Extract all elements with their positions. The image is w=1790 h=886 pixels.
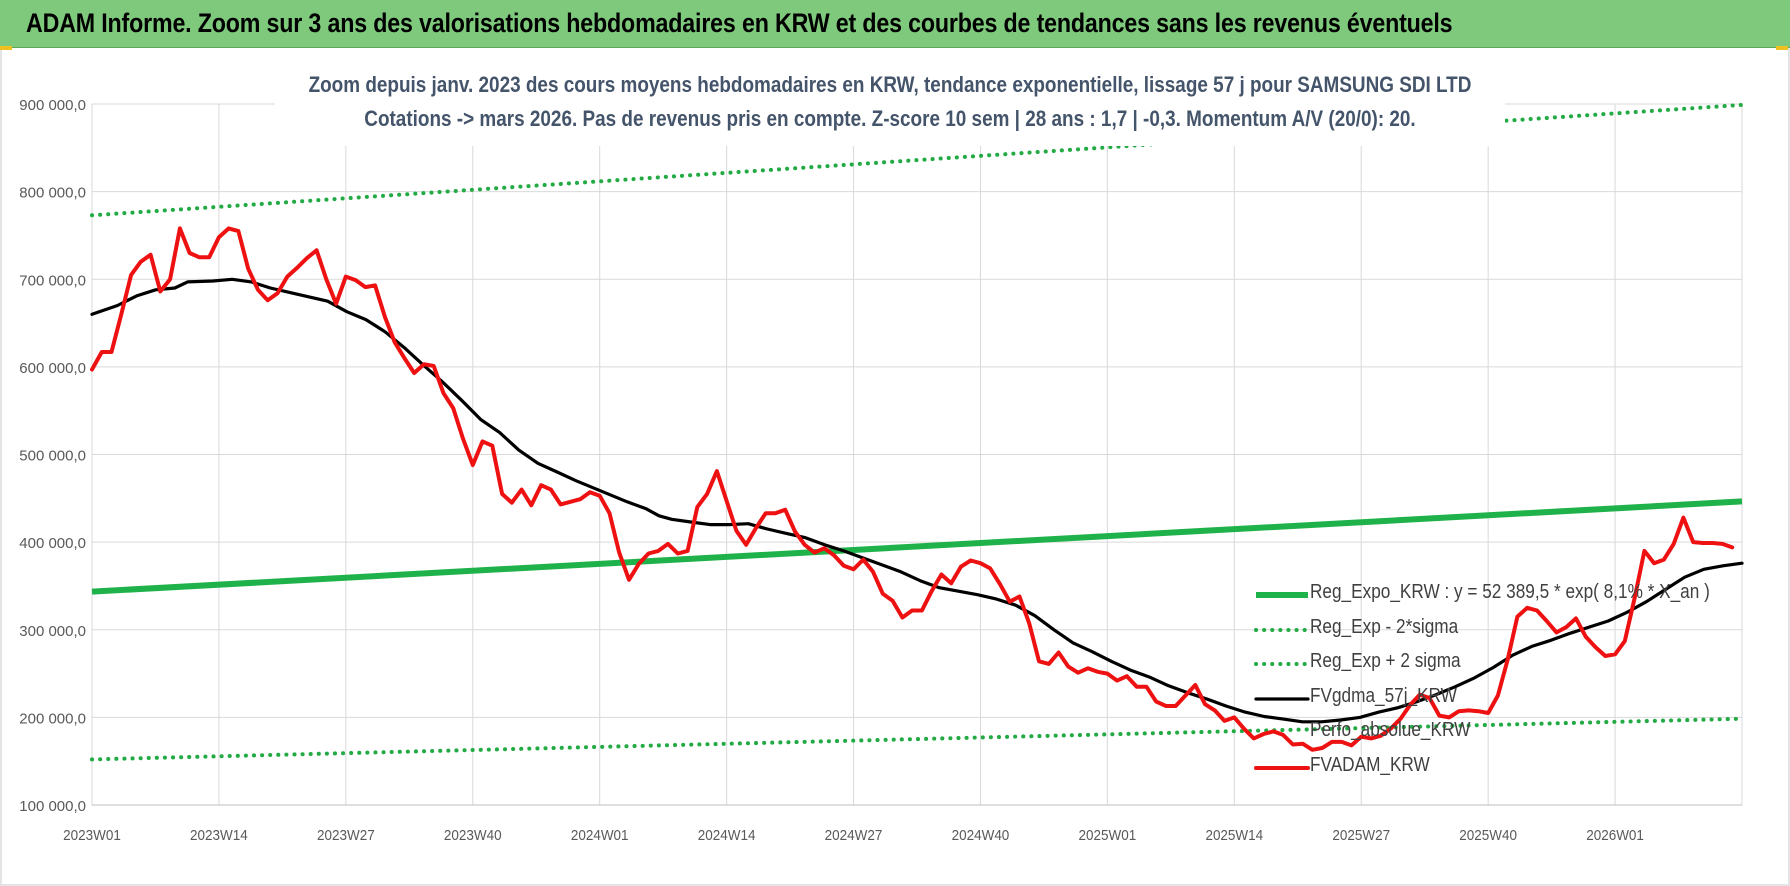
legend-label: Perfo_absolue_KRW [1310,719,1471,741]
legend-item: FVgdma_57j_KRW [1250,682,1770,717]
legend-label: FVADAM_KRW [1310,753,1430,776]
x-tick-label: 2023W14 [190,827,248,844]
legend-label: Reg_Expo_KRW : y = 52 389,5 * exp( 8,1% … [1310,581,1710,603]
y-tick-label: 400 000,0 [19,535,86,552]
x-tick-label: 2023W40 [444,827,502,844]
x-tick-label: 2024W14 [698,827,756,844]
banner: ADAM Informe. Zoom sur 3 ans des valoris… [0,0,1790,48]
legend-label: FVgdma_57j_KRW [1310,684,1457,707]
chart-frame [0,48,1790,886]
x-tick-label: 2023W27 [317,827,375,844]
legend-item: Perfo_absolue_KRW [1250,716,1770,751]
x-tick-label: 2024W40 [952,827,1010,844]
chart-title-box [275,68,1505,146]
x-tick-label: 2025W40 [1459,827,1517,844]
series-line-1 [90,716,1744,762]
series-line-3 [90,277,1744,724]
y-tick-label: 500 000,0 [19,448,86,465]
series-line-0 [91,498,1743,595]
y-tick-label: 600 000,0 [19,360,86,377]
corner-mark-right [1776,46,1788,50]
legend-item: Reg_Exp - 2*sigma [1250,613,1770,648]
y-tick-label: 100 000,0 [19,798,86,815]
corner-mark-left [0,46,12,50]
legend-swatch [1254,592,1308,598]
banner-title: ADAM Informe. Zoom sur 3 ans des valoris… [26,8,1453,38]
legend-swatch [1254,661,1310,667]
x-tick-label: 2024W01 [571,827,629,844]
x-tick-label: 2024W27 [825,827,883,844]
x-tick-label: 2023W01 [63,827,121,844]
legend-item: Reg_Expo_KRW : y = 52 389,5 * exp( 8,1% … [1250,578,1770,613]
x-tick-label: 2025W14 [1205,827,1263,844]
series-line-5 [90,226,1735,752]
legend-label: Reg_Exp - 2*sigma [1310,615,1459,638]
legend-item: FVADAM_KRW [1250,751,1770,786]
legend-swatch [1254,730,1308,736]
legend-swatch [1254,627,1310,633]
legend-item: Reg_Exp + 2 sigma [1250,647,1770,682]
chart-legend: Reg_Expo_KRW : y = 52 389,5 * exp( 8,1% … [1250,578,1770,785]
x-tick-label: 2026W01 [1586,827,1644,844]
legend-label: Reg_Exp + 2 sigma [1310,650,1461,672]
chart-title-line-2: Cotations -> mars 2026. Pas de revenus p… [364,106,1416,131]
y-tick-label: 900 000,0 [19,97,86,114]
x-tick-label: 2025W27 [1332,827,1390,844]
legend-swatch [1254,765,1310,771]
y-tick-label: 300 000,0 [19,623,86,640]
legend-swatch [1254,696,1310,702]
y-tick-label: 200 000,0 [19,710,86,727]
y-tick-label: 700 000,0 [19,272,86,289]
y-tick-label: 800 000,0 [19,185,86,202]
x-tick-label: 2025W01 [1079,827,1137,844]
chart-title-line-1: Zoom depuis janv. 2023 des cours moyens … [308,72,1472,97]
